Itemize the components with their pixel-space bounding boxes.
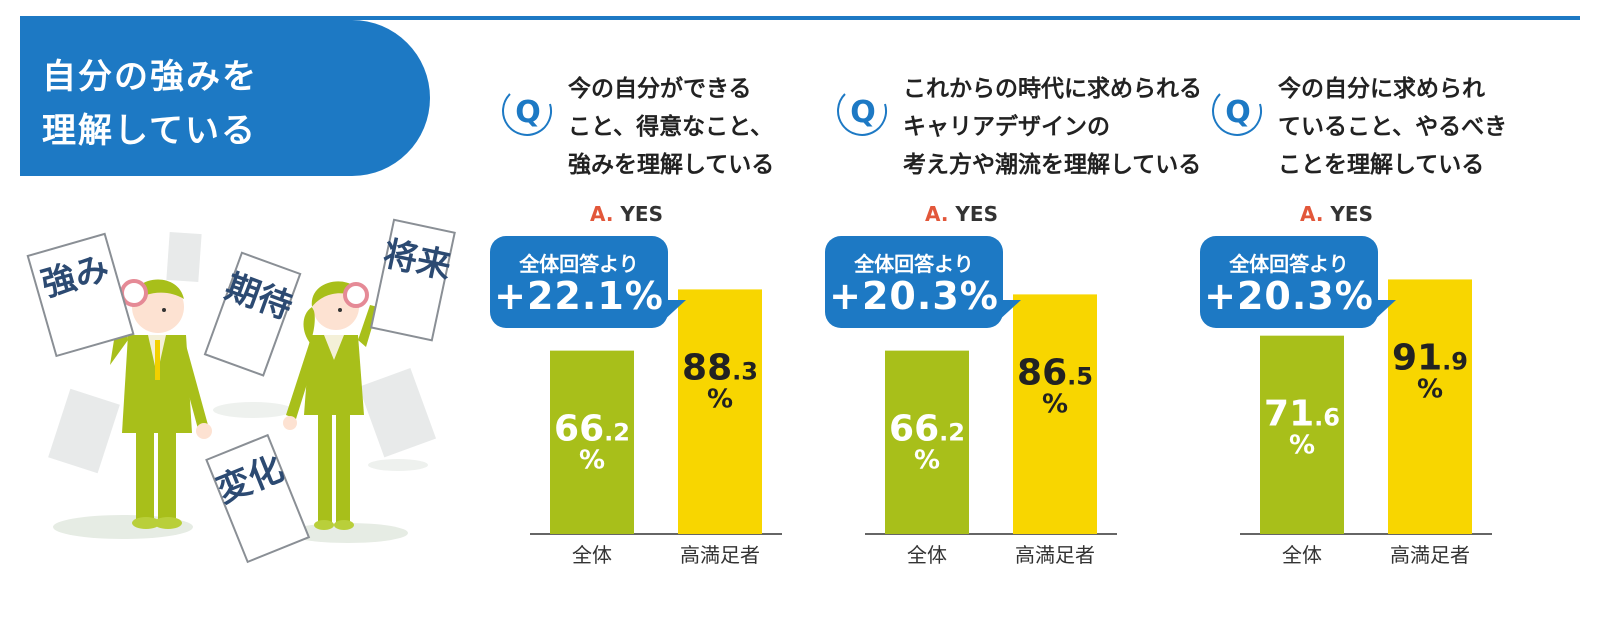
bubble-tail: [662, 300, 686, 322]
answer-prefix: A.: [590, 202, 614, 226]
tick-label: 全体: [907, 543, 947, 567]
bar-chart: 71.6% 全体 91.9% 高満足者: [1240, 279, 1492, 567]
bar-all: [885, 350, 969, 534]
chart-panel: Q これからの時代に求められる キャリアデザインの考え方や潮流を理解している A. Y…: [825, 60, 1202, 620]
difference-bubble: 全体回答より +20.3%: [1200, 236, 1378, 328]
tick-label: 高満足者: [680, 543, 760, 567]
bubble-tail: [1372, 300, 1396, 322]
page-title: 自分の強みを 理解している: [42, 50, 402, 158]
answer-yes: YES: [955, 202, 998, 226]
data-label: 91.9: [1392, 337, 1468, 378]
svg-text:Q: Q: [1225, 95, 1251, 130]
q-icon: Q: [837, 93, 887, 136]
data-label: 86.5: [1017, 352, 1093, 393]
bar-chart: 66.2% 全体 86.5% 高満足者: [865, 294, 1117, 567]
data-label: 66.2: [889, 409, 965, 450]
difference-bubble: 全体回答より +20.3%: [825, 236, 1003, 328]
woman-figure: [283, 281, 378, 530]
tick-label: 全体: [572, 543, 612, 567]
header-rule: [20, 16, 1580, 20]
illustration: 強み 期待 将来 変化: [26, 218, 456, 564]
data-label-unit: %: [1289, 431, 1315, 461]
question-line: キャリアデザインの: [903, 114, 1110, 140]
answer-label: A. YES: [925, 202, 998, 226]
bar-all: [550, 350, 634, 534]
question-text: 今の自分に求められ ていること、やるべき ことを理解している: [1278, 70, 1538, 184]
bar-high-satisfaction: [678, 289, 762, 534]
data-label: 66.2: [554, 409, 630, 450]
answer-yes: YES: [620, 202, 663, 226]
svg-text:Q: Q: [515, 95, 541, 130]
bar-all: [1260, 335, 1344, 534]
card-strength: 強み: [26, 232, 135, 358]
data-label-unit: %: [914, 446, 940, 476]
bubble-label: 全体回答より: [1229, 252, 1349, 276]
title-line-2: 理解している: [42, 111, 257, 151]
difference-value: +20.3%: [829, 274, 999, 318]
chart-panel: Q 今の自分に求められ ていること、やるべき ことを理解している A. YES 71.6%…: [1200, 60, 1540, 620]
card-future: 将来: [369, 218, 456, 342]
data-label-unit: %: [1042, 389, 1068, 419]
question-line: こと、得意なこと、: [568, 114, 774, 140]
question-line: 今の自分に求められ: [1278, 76, 1485, 102]
svg-text:Q: Q: [850, 95, 876, 130]
question-line: 今の自分ができる: [568, 76, 752, 102]
bar-chart: 66.2% 全体 88.3% 高満足者: [530, 289, 782, 567]
bar-high-satisfaction: [1388, 279, 1472, 534]
data-label-unit: %: [579, 446, 605, 476]
q-icon: Q: [502, 93, 552, 136]
difference-bubble: 全体回答より +22.1%: [490, 236, 668, 328]
data-label-unit: %: [1417, 374, 1443, 404]
question-text: 今の自分ができる こと、得意なこと、 強みを理解している: [568, 70, 828, 184]
tick-label: 高満足者: [1390, 543, 1470, 567]
bar-high-satisfaction: [1013, 294, 1097, 534]
tick-label: 全体: [1282, 543, 1322, 567]
title-panel: 自分の強みを 理解している: [20, 20, 430, 176]
difference-value: +20.3%: [1204, 274, 1374, 318]
title-line-1: 自分の強みを: [42, 57, 258, 97]
tick-label: 高満足者: [1015, 543, 1095, 567]
answer-prefix: A.: [1300, 202, 1324, 226]
data-label-unit: %: [707, 384, 733, 414]
card-expectation: 期待: [203, 251, 302, 377]
chart-panel: Q 今の自分ができる こと、得意なこと、 強みを理解している A. YES 66.2% 全体…: [490, 60, 830, 620]
bubble-tail: [997, 300, 1021, 322]
difference-value: +22.1%: [494, 274, 664, 318]
man-figure: [110, 279, 212, 529]
answer-label: A. YES: [1300, 202, 1373, 226]
question-line: 考え方や潮流を理解している: [903, 152, 1202, 178]
question-line: これからの時代に求められる: [903, 76, 1202, 102]
bubble-label: 全体回答より: [519, 252, 639, 276]
data-label: 88.3: [682, 347, 758, 388]
question-line: ていること、やるべき: [1278, 114, 1508, 140]
card-change: 変化: [205, 433, 311, 564]
bubble-label: 全体回答より: [854, 252, 974, 276]
answer-label: A. YES: [590, 202, 663, 226]
question-text: これからの時代に求められる キャリアデザインの考え方や潮流を理解している: [903, 70, 1202, 184]
q-icon: Q: [1212, 93, 1262, 136]
data-label: 71.6: [1264, 394, 1340, 435]
answer-yes: YES: [1330, 202, 1373, 226]
question-line: ことを理解している: [1278, 152, 1485, 178]
answer-prefix: A.: [925, 202, 949, 226]
question-line: 強みを理解している: [568, 152, 775, 178]
